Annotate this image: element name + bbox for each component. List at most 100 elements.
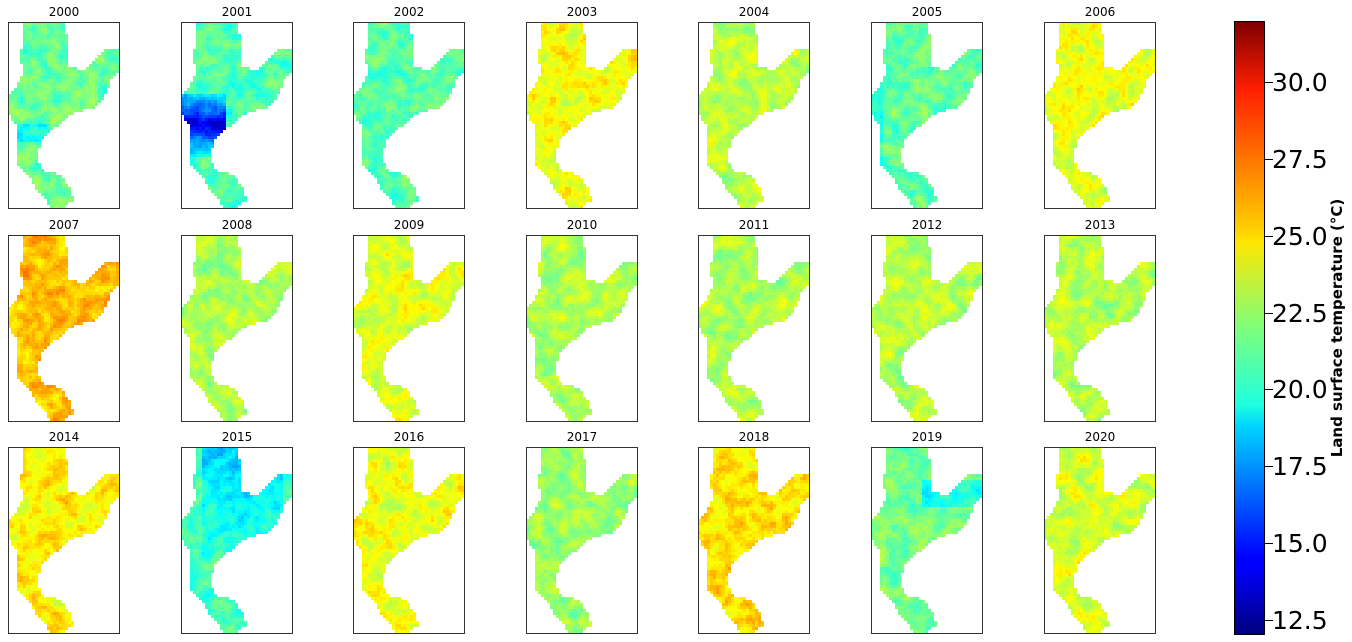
panel-frame xyxy=(353,235,465,422)
map-panel-2012: 2012 xyxy=(871,218,983,422)
map-panel-2007: 2007 xyxy=(8,218,120,422)
lst-map-2018 xyxy=(699,448,809,633)
panel-title: 2010 xyxy=(526,218,638,232)
map-panel-2011: 2011 xyxy=(698,218,810,422)
panel-frame xyxy=(8,22,120,209)
colorbar-tick xyxy=(1265,236,1273,237)
lst-map-2008 xyxy=(182,236,292,421)
colorbar-tick-label: 17.5 xyxy=(1272,454,1328,479)
lst-map-2002 xyxy=(354,23,464,208)
lst-map-2001 xyxy=(182,23,292,208)
colorbar-tick xyxy=(1265,620,1273,621)
panel-title: 2015 xyxy=(181,430,293,444)
panel-frame xyxy=(8,447,120,634)
panel-title: 2005 xyxy=(871,5,983,19)
colorbar-tick xyxy=(1265,389,1273,390)
panel-frame xyxy=(698,22,810,209)
lst-map-2010 xyxy=(527,236,637,421)
panel-frame xyxy=(181,447,293,634)
lst-map-2019 xyxy=(872,448,982,633)
colorbar-tick-label: 20.0 xyxy=(1272,377,1328,402)
colorbar-tick xyxy=(1265,313,1273,314)
lst-map-2009 xyxy=(354,236,464,421)
panel-title: 2008 xyxy=(181,218,293,232)
panel-title: 2006 xyxy=(1044,5,1156,19)
panel-frame xyxy=(353,22,465,209)
panel-title: 2000 xyxy=(8,5,120,19)
colorbar-tick-label: 15.0 xyxy=(1272,531,1328,556)
colorbar-tick xyxy=(1265,466,1273,467)
panel-frame xyxy=(181,22,293,209)
lst-map-2004 xyxy=(699,23,809,208)
map-panel-2001: 2001 xyxy=(181,5,293,209)
colorbar-tick xyxy=(1265,82,1273,83)
lst-map-2016 xyxy=(354,448,464,633)
panel-frame xyxy=(871,447,983,634)
map-panel-2016: 2016 xyxy=(353,430,465,634)
panel-frame xyxy=(526,447,638,634)
panel-frame xyxy=(871,235,983,422)
lst-map-2007 xyxy=(9,236,119,421)
panel-title: 2007 xyxy=(8,218,120,232)
panel-frame xyxy=(353,447,465,634)
panel-title: 2012 xyxy=(871,218,983,232)
colorbar-gradient xyxy=(1235,22,1264,634)
lst-map-2012 xyxy=(872,236,982,421)
map-panel-2009: 2009 xyxy=(353,218,465,422)
colorbar-tick-label: 27.5 xyxy=(1272,147,1328,172)
colorbar xyxy=(1234,21,1265,635)
panel-title: 2011 xyxy=(698,218,810,232)
panel-frame xyxy=(1044,235,1156,422)
map-panel-2004: 2004 xyxy=(698,5,810,209)
panel-title: 2016 xyxy=(353,430,465,444)
lst-map-2020 xyxy=(1045,448,1155,633)
panel-title: 2018 xyxy=(698,430,810,444)
panel-frame xyxy=(526,22,638,209)
panel-title: 2017 xyxy=(526,430,638,444)
panel-frame xyxy=(871,22,983,209)
lst-map-2006 xyxy=(1045,23,1155,208)
colorbar-title: Land surface temperature (°C) xyxy=(1328,199,1346,458)
map-panel-2008: 2008 xyxy=(181,218,293,422)
colorbar-tick-label: 12.5 xyxy=(1272,608,1328,633)
lst-map-2011 xyxy=(699,236,809,421)
colorbar-tick xyxy=(1265,543,1273,544)
colorbar-tick-label: 25.0 xyxy=(1272,224,1328,249)
map-panel-2019: 2019 xyxy=(871,430,983,634)
map-panel-2000: 2000 xyxy=(8,5,120,209)
panel-frame xyxy=(181,235,293,422)
map-panel-2015: 2015 xyxy=(181,430,293,634)
lst-map-2003 xyxy=(527,23,637,208)
panel-title: 2019 xyxy=(871,430,983,444)
panel-frame xyxy=(698,235,810,422)
colorbar-tick xyxy=(1265,159,1273,160)
map-panel-2018: 2018 xyxy=(698,430,810,634)
map-panel-2002: 2002 xyxy=(353,5,465,209)
panel-title: 2009 xyxy=(353,218,465,232)
lst-map-2000 xyxy=(9,23,119,208)
map-panel-2017: 2017 xyxy=(526,430,638,634)
panel-frame xyxy=(1044,447,1156,634)
panel-frame xyxy=(1044,22,1156,209)
panel-title: 2004 xyxy=(698,5,810,19)
panel-frame xyxy=(526,235,638,422)
panel-frame xyxy=(698,447,810,634)
panel-title: 2014 xyxy=(8,430,120,444)
map-panel-2010: 2010 xyxy=(526,218,638,422)
panel-title: 2002 xyxy=(353,5,465,19)
panel-title: 2020 xyxy=(1044,430,1156,444)
lst-map-2013 xyxy=(1045,236,1155,421)
map-panel-2006: 2006 xyxy=(1044,5,1156,209)
panel-title: 2003 xyxy=(526,5,638,19)
map-panel-2005: 2005 xyxy=(871,5,983,209)
panel-title: 2001 xyxy=(181,5,293,19)
lst-map-2015 xyxy=(182,448,292,633)
map-panel-2020: 2020 xyxy=(1044,430,1156,634)
map-panel-2014: 2014 xyxy=(8,430,120,634)
colorbar-tick-label: 22.5 xyxy=(1272,301,1328,326)
lst-map-2005 xyxy=(872,23,982,208)
panel-title: 2013 xyxy=(1044,218,1156,232)
map-panel-2003: 2003 xyxy=(526,5,638,209)
lst-map-2014 xyxy=(9,448,119,633)
colorbar-tick-label: 30.0 xyxy=(1272,70,1328,95)
